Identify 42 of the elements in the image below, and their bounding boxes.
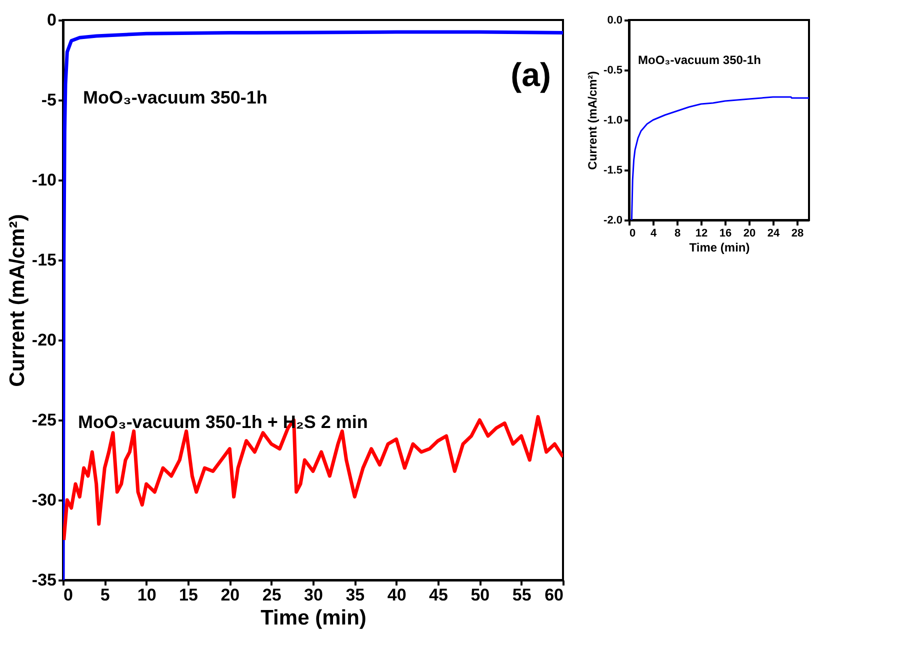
y-tick-label: -10 xyxy=(32,170,56,190)
x-axis-title: Time (min) xyxy=(689,240,750,254)
y-tick-label: -0.5 xyxy=(604,64,622,76)
annotation: (a) xyxy=(510,56,551,93)
y-tick-label: 0 xyxy=(47,10,56,30)
x-tick-label: 28 xyxy=(791,228,804,240)
x-tick-label: 45 xyxy=(429,586,448,604)
y-tick-label: -1.0 xyxy=(604,114,622,126)
y-axis-title: Current (mA/cm²) xyxy=(6,214,29,387)
x-axis-title: Time (min) xyxy=(260,606,366,630)
y-tick-label: -25 xyxy=(32,410,56,430)
x-tick-label: 25 xyxy=(262,586,282,604)
y-tick-label: -30 xyxy=(32,490,56,510)
x-tick-label: 0 xyxy=(64,586,73,604)
series-label: MoO₃-vacuum 350-1h xyxy=(83,87,268,108)
y-tick-label: -35 xyxy=(32,570,56,590)
line-series xyxy=(63,415,563,542)
x-tick-label: 35 xyxy=(346,586,365,604)
x-tick-label: 12 xyxy=(695,228,708,240)
x-tick-label: 60 xyxy=(544,586,564,604)
x-tick-label: 15 xyxy=(179,586,198,604)
y-tick-label: -15 xyxy=(32,250,56,270)
x-tick-label: 4 xyxy=(650,228,658,240)
x-tick-label: 0 xyxy=(630,228,636,240)
x-tick-label: 50 xyxy=(470,586,490,604)
y-axis-title: Current (mA/cm²) xyxy=(586,71,600,170)
y-tick-label: -5 xyxy=(41,90,56,110)
y-tick-label: 0.0 xyxy=(607,14,622,26)
x-tick-label: 30 xyxy=(304,586,323,604)
y-tick-label: -2.0 xyxy=(604,214,622,226)
x-tick-label: 20 xyxy=(743,228,756,240)
y-tick-label: -20 xyxy=(32,330,56,350)
x-tick-label: 16 xyxy=(719,228,732,240)
y-tick-label: -1.5 xyxy=(604,164,622,176)
x-tick-label: 5 xyxy=(100,586,110,604)
x-tick-label: 20 xyxy=(220,586,240,604)
x-tick-label: 8 xyxy=(674,228,681,240)
x-tick-label: 24 xyxy=(767,228,780,240)
text: MoO₃-vacuum 350-1h xyxy=(638,53,761,67)
x-tick-label: 40 xyxy=(387,586,406,604)
x-tick-label: 55 xyxy=(512,586,532,604)
x-tick-label: 10 xyxy=(137,586,156,604)
